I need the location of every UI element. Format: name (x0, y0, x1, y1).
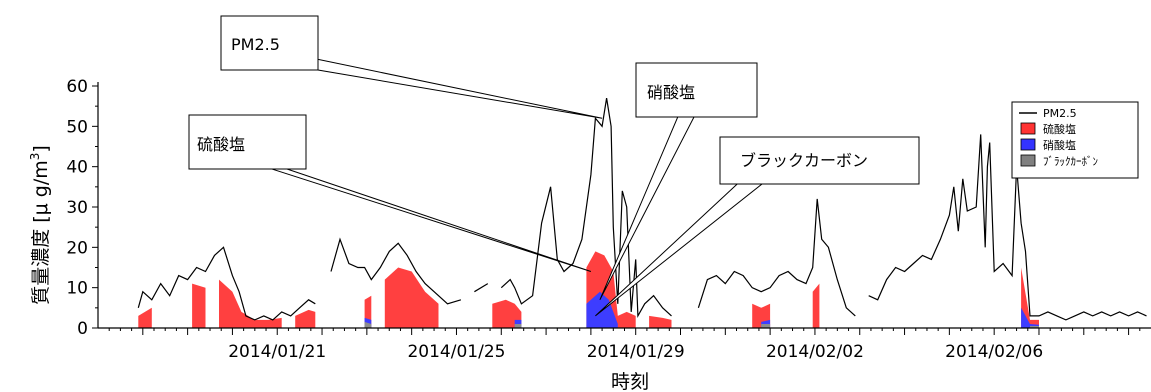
line-pm25-segment-1 (330, 237, 462, 305)
x-tick-label: 2014/02/02 (766, 342, 864, 362)
stacked-areas (138, 251, 1039, 328)
line-pm25-segment-5 (868, 134, 1147, 321)
callout-label: PM2.5 (231, 35, 280, 54)
callout-box (188, 114, 307, 170)
callout-pointer (243, 159, 592, 272)
legend-label: ﾌﾞﾗｯｸｶｰﾎﾞﾝ (1043, 155, 1098, 168)
y-axis-title-close: ] (30, 145, 52, 152)
legend-swatch (1020, 138, 1036, 151)
line-pm25-segment-3 (500, 98, 672, 319)
line-pm25-segment-4 (697, 198, 856, 317)
area-sulfate-segment-9 (384, 267, 439, 328)
area-sulfate-segment-17 (649, 315, 672, 328)
y-tick-label: 50 (66, 117, 88, 137)
y-axis-title-superscript: 3 (28, 153, 42, 161)
legend-swatch (1020, 122, 1036, 135)
area-sulfate-segment-3 (192, 283, 206, 328)
x-tick-label: 2014/02/06 (945, 342, 1043, 362)
y-tick-label: 0 (77, 319, 88, 339)
y-tick-label: 20 (66, 238, 88, 258)
y-tick-label: 40 (66, 158, 88, 178)
line-pm25-segment-2 (474, 283, 489, 293)
callout-pointer (296, 54, 603, 119)
y-tick-label: 30 (66, 198, 88, 218)
legend-swatch (1020, 154, 1036, 167)
x-axis-title: 時刻 (611, 371, 649, 392)
pm25-series (137, 98, 1147, 321)
x-tick-label: 2014/01/25 (407, 342, 505, 362)
callout-label: ブラックカーボン (740, 151, 868, 170)
area-black-carbon-segment-8 (364, 321, 372, 328)
legend-label: PM2.5 (1043, 107, 1077, 120)
area-sulfate-segment-5 (295, 309, 316, 328)
x-tick-label: 2014/01/29 (587, 342, 685, 362)
area-sulfate-segment-4 (219, 279, 282, 328)
x-tick-label: 2014/01/21 (228, 342, 326, 362)
area-sulfate-segment-23 (812, 283, 820, 328)
area-sulfate-segment-35 (1021, 267, 1039, 328)
y-axis-ticks: 0 10 20 30 40 50 60 (66, 77, 98, 339)
callout-box (635, 62, 758, 118)
area-nitrate-segment-36 (1021, 307, 1039, 328)
callout-box (719, 136, 920, 185)
legend-label: 硫酸塩 (1043, 122, 1076, 136)
y-axis-title-main: 質量濃度 [μ g/m (30, 160, 52, 305)
area-black-carbon-segment-11 (514, 324, 522, 328)
area-black-carbon-segment-17 (761, 324, 771, 328)
callout-box (220, 15, 319, 71)
area-sulfate-segment-12 (492, 299, 522, 328)
y-tick-label: 60 (66, 77, 88, 97)
x-axis-ticks: 2014/01/21 2014/01/25 2014/01/29 2014/02/02… (108, 328, 1141, 362)
y-tick-label: 10 (66, 279, 88, 299)
callout-label: 硫酸塩 (197, 135, 245, 154)
legend-label: 硝酸塩 (1043, 138, 1076, 152)
area-sulfate-segment-0 (138, 307, 152, 328)
callout-label: 硝酸塩 (647, 83, 695, 102)
y-axis-title: 質量濃度 [μ g/m3] (28, 145, 52, 305)
line-pm25-segment-0 (137, 246, 316, 321)
